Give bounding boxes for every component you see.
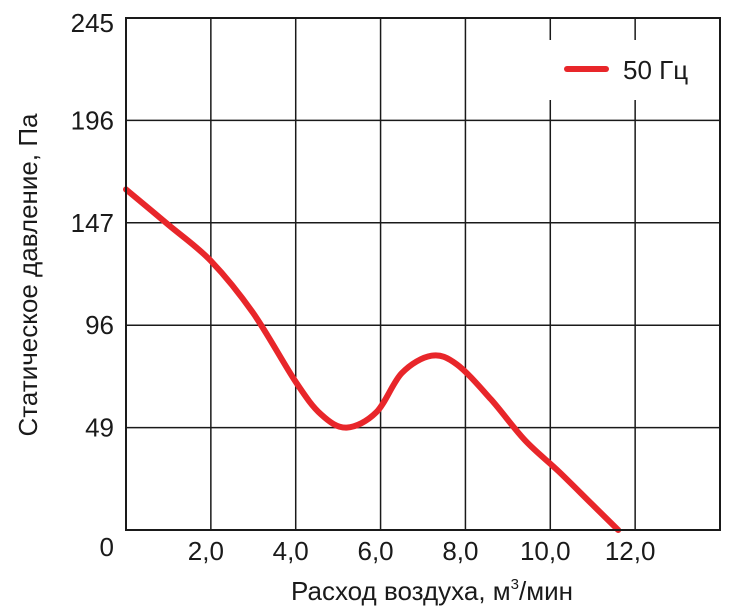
grid	[126, 18, 720, 530]
legend: 50 Гц	[548, 40, 713, 100]
x-axis-title-suffix: /мин	[519, 576, 573, 606]
y-tick-label-196: 196	[71, 105, 114, 135]
x-axis-title: Расход воздуха, м3/мин	[291, 576, 573, 606]
plot-frame	[125, 17, 721, 531]
x-tick-label-8: 8,0	[442, 536, 478, 566]
x-tick-label-4: 4,0	[273, 536, 309, 566]
y-axis-title: Статическое давление, Па	[13, 113, 43, 436]
x-tick-label-10: 10,0	[520, 536, 571, 566]
y-tick-label-147: 147	[71, 208, 114, 238]
x-tick-label-2: 2,0	[188, 536, 224, 566]
x-tick-label-12: 12,0	[605, 536, 656, 566]
y-tick-label-0: 0	[100, 532, 114, 562]
series-line-0	[123, 186, 622, 533]
x-axis-title-superscript: 3	[511, 576, 519, 593]
x-axis-title-main: Расход воздуха, м	[291, 576, 511, 606]
x-tick-label-6: 6,0	[357, 536, 393, 566]
y-tick-label-96: 96	[85, 310, 114, 340]
x-tick-labels: 2,0 4,0 6,0 8,0 10,0 12,0	[188, 536, 656, 566]
legend-label-50hz: 50 Гц	[623, 55, 688, 85]
series-layer	[123, 186, 622, 533]
y-tick-label-245: 245	[71, 8, 114, 38]
y-tick-label-49: 49	[85, 413, 114, 443]
y-tick-labels: 0 49 96 147 196 245	[71, 8, 114, 562]
